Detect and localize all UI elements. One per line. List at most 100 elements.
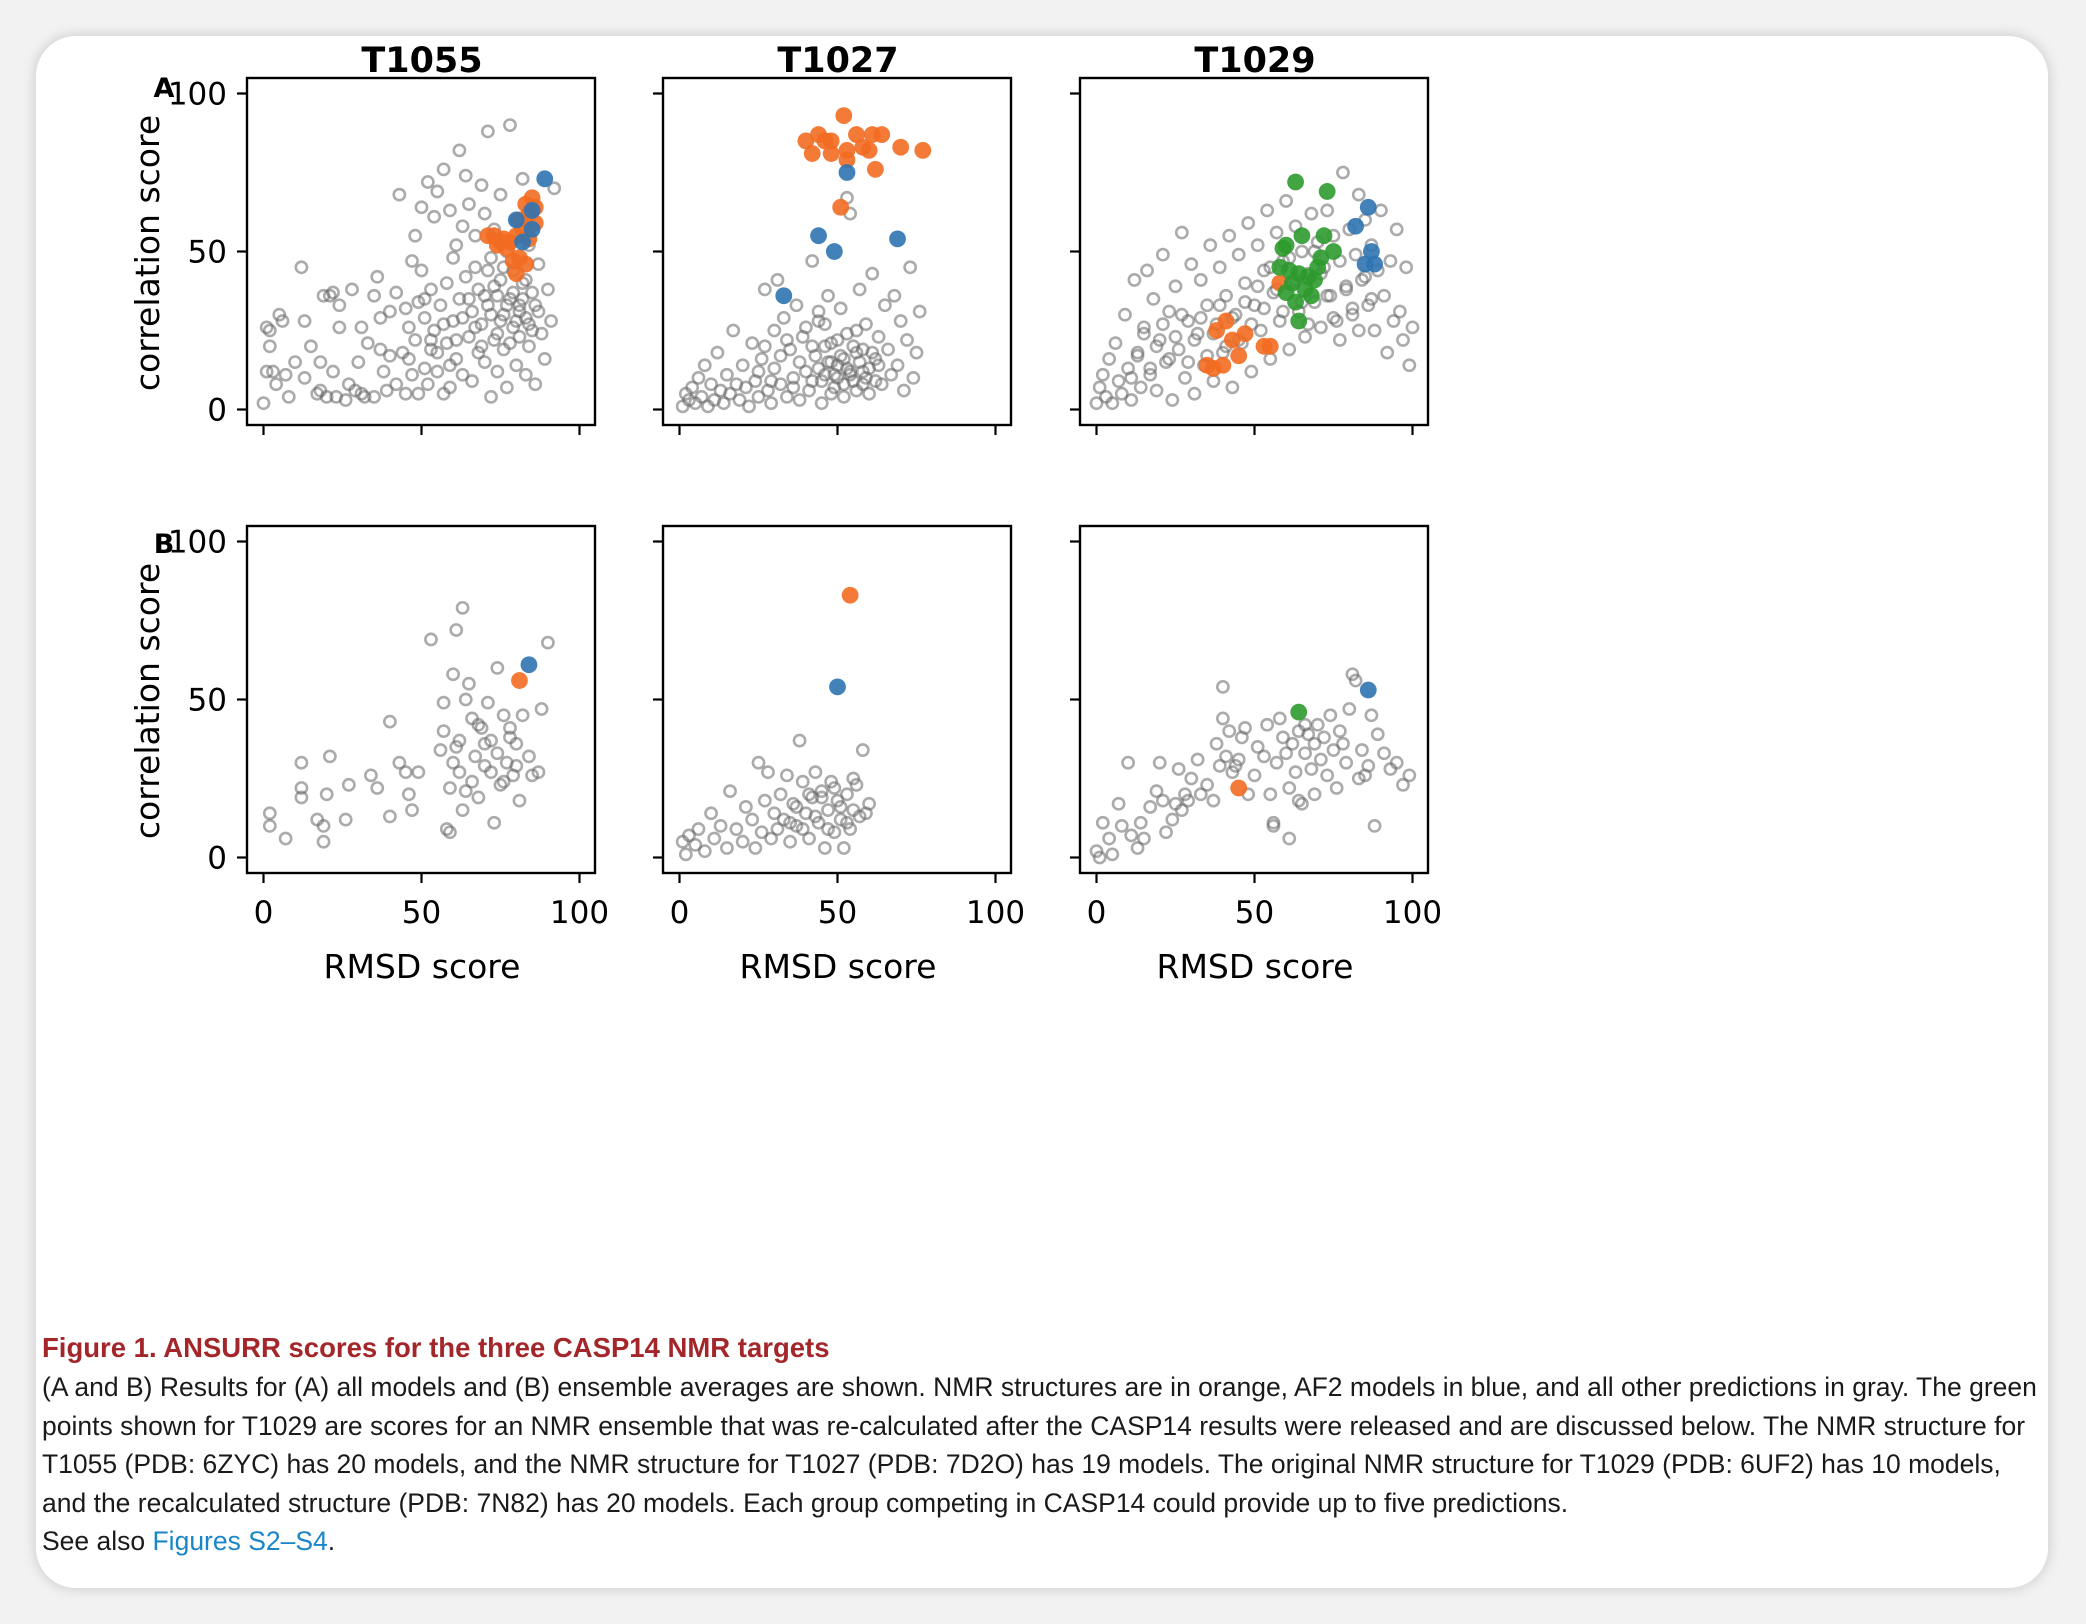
point-other <box>1282 342 1297 357</box>
point-other <box>1168 329 1183 344</box>
point-other <box>1212 298 1227 313</box>
point-other <box>496 774 511 789</box>
point-recalculated_nmr <box>1290 312 1308 330</box>
point-other <box>376 364 391 379</box>
point-nmr <box>1236 325 1254 343</box>
point-other <box>259 320 274 335</box>
point-other <box>373 310 388 325</box>
point-other <box>465 304 479 319</box>
point-other <box>1124 828 1139 843</box>
point-other <box>382 304 397 319</box>
figure-caption: Figure 1. ANSURR scores for the three CA… <box>42 1328 2040 1561</box>
point-other <box>351 355 366 369</box>
point-other <box>1222 724 1237 738</box>
point-other <box>424 632 438 647</box>
point-other <box>1367 323 1382 338</box>
point-other <box>903 260 918 275</box>
point-other <box>862 386 876 401</box>
point-other <box>767 323 782 338</box>
point-other <box>1171 762 1186 776</box>
point-other <box>691 822 706 836</box>
point-other <box>490 746 505 761</box>
point-other <box>814 784 829 799</box>
caption-see-also: See also Figures S2–S4. <box>42 1522 2040 1561</box>
point-other <box>900 333 914 347</box>
point-other <box>484 307 498 322</box>
point-other <box>1351 187 1366 202</box>
point-other <box>754 352 769 366</box>
point-other <box>345 282 359 297</box>
point-af2 <box>1347 217 1365 235</box>
point-nmr <box>848 126 865 143</box>
point-other <box>411 386 426 401</box>
point-other <box>1206 793 1221 808</box>
series-nmr <box>1230 779 1248 797</box>
x-tick-label: 50 <box>1235 895 1274 931</box>
point-other <box>1307 736 1322 751</box>
point-other <box>480 124 495 139</box>
point-other <box>544 314 558 328</box>
point-other <box>738 380 753 395</box>
y-axis-label: correlation score <box>128 563 167 839</box>
point-af2 <box>1359 681 1377 699</box>
point-other <box>751 755 766 770</box>
point-other <box>855 377 870 392</box>
point-other <box>1402 768 1417 783</box>
point-other <box>1317 730 1331 745</box>
point-other <box>713 819 728 833</box>
point-other <box>411 765 426 780</box>
caption-title: Figure 1. ANSURR scores for the three CA… <box>42 1332 830 1363</box>
point-other <box>1364 708 1379 723</box>
point-recalculated_nmr <box>1302 287 1320 305</box>
point-other <box>493 777 508 792</box>
point-other <box>1307 787 1322 802</box>
point-other <box>833 348 848 363</box>
point-nmr <box>841 586 859 604</box>
point-other <box>742 399 756 414</box>
point-other <box>764 374 779 388</box>
point-other <box>392 187 407 202</box>
point-other <box>704 377 718 392</box>
point-other <box>792 733 807 748</box>
point-other <box>1272 711 1287 726</box>
series-recalculated_nmr <box>1271 173 1342 330</box>
point-other <box>382 714 397 729</box>
point-af2 <box>1366 255 1383 273</box>
point-other <box>1118 307 1132 322</box>
point-af2 <box>523 220 541 238</box>
point-other <box>1247 768 1262 783</box>
point-other <box>1159 825 1173 840</box>
point-other <box>1386 314 1401 328</box>
point-other <box>1216 679 1230 694</box>
x-tick-label: 100 <box>1383 895 1442 931</box>
point-other <box>767 361 782 376</box>
point-other <box>830 333 845 347</box>
point-other <box>1276 304 1290 319</box>
point-other <box>1257 749 1271 764</box>
point-other <box>490 364 505 379</box>
point-other <box>1295 244 1309 259</box>
point-other <box>262 806 277 821</box>
point-other <box>1114 819 1129 833</box>
point-other <box>1162 304 1177 319</box>
point-recalculated_nmr <box>1287 173 1304 191</box>
point-other <box>379 383 394 398</box>
see-also-link[interactable]: Figures S2–S4 <box>152 1526 328 1556</box>
point-other <box>503 118 517 132</box>
point-other <box>449 623 464 637</box>
point-af2 <box>775 287 793 305</box>
point-other <box>477 288 492 303</box>
point-other <box>1313 752 1328 767</box>
point-other <box>1269 755 1284 770</box>
point-other <box>1133 815 1148 830</box>
y-axis-label: correlation score <box>128 115 167 391</box>
point-recalculated_nmr <box>1315 227 1333 245</box>
panel-title: T1027 <box>777 41 898 81</box>
point-other <box>682 828 696 843</box>
point-other <box>458 692 473 707</box>
point-other <box>1133 380 1148 395</box>
point-other <box>446 755 460 770</box>
point-other <box>799 320 813 335</box>
x-tick-label: 100 <box>966 895 1025 931</box>
point-other <box>1336 736 1350 751</box>
